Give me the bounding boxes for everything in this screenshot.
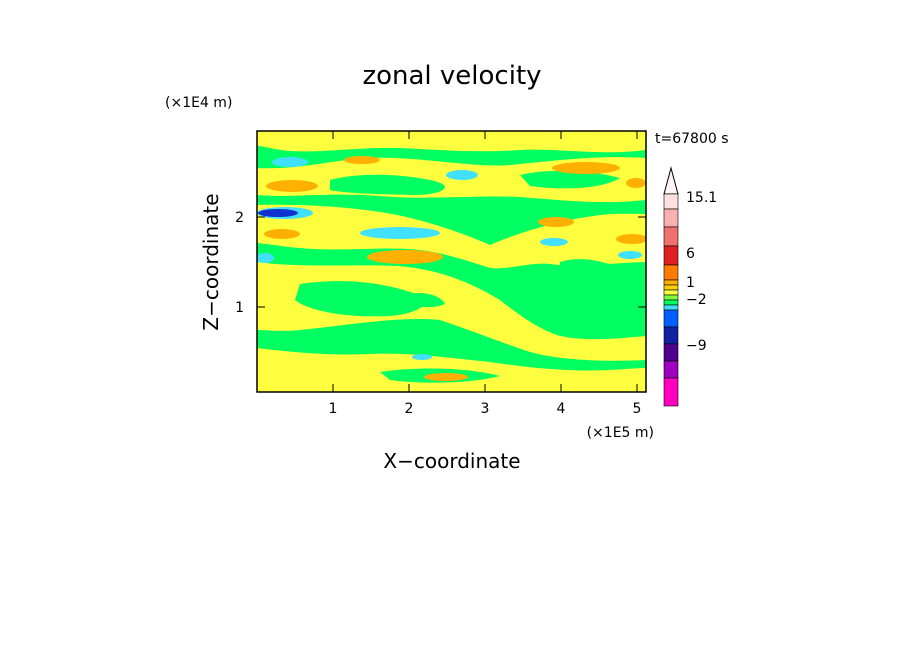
orange-blob-9 <box>626 178 646 188</box>
orange-blob-5 <box>264 229 300 239</box>
colorbar-segment <box>663 294 679 301</box>
colorbar-label-1: 1 <box>686 275 695 291</box>
x-tick-label-5: 5 <box>633 401 642 417</box>
blue-blob-1 <box>258 209 298 217</box>
cyan-blob-1 <box>272 157 308 167</box>
x-tick-label-3: 3 <box>481 401 490 417</box>
colorbar-segment <box>663 326 679 345</box>
yellow-band-top <box>257 131 646 153</box>
colorbar-label-minus-2: −2 <box>686 292 707 308</box>
x-tick-label-4: 4 <box>557 401 566 417</box>
y-axis-ticks <box>257 216 646 308</box>
cyan-blob-4 <box>540 238 568 246</box>
colorbar-segment <box>663 289 679 296</box>
orange-blob-8 <box>424 373 468 381</box>
orange-blob-4 <box>367 250 443 264</box>
cyan-blob-2 <box>360 227 440 239</box>
colorbar-segment <box>663 360 679 379</box>
orange-blob-7 <box>344 156 380 164</box>
y-tick-label-1: 1 <box>235 300 244 316</box>
orange-blob-6 <box>616 234 646 244</box>
colorbar-segment <box>663 377 679 407</box>
colorbar-segment <box>663 226 679 247</box>
green-island-g <box>400 293 445 308</box>
x-unit-label: (×1E5 m) <box>587 425 654 441</box>
x-axis-ticks <box>332 131 638 392</box>
green-island-a <box>330 174 445 196</box>
colorbar-label-15-1: 15.1 <box>686 190 717 206</box>
cyan-blob-3 <box>446 170 478 180</box>
time-label: t=67800 s <box>655 131 729 147</box>
orange-blob-1 <box>266 180 318 192</box>
cyan-blob-7 <box>412 354 432 360</box>
y-unit-label: (×1E4 m) <box>165 95 232 111</box>
y-tick-label-2: 2 <box>235 210 244 226</box>
green-island-b <box>520 170 620 189</box>
colorbar <box>663 166 679 407</box>
colorbar-label-6: 6 <box>686 246 695 262</box>
x-axis-label: X−coordinate <box>383 449 520 473</box>
colorbar-segment <box>663 208 679 228</box>
chart-title: zonal velocity <box>362 61 541 91</box>
orange-blob-3 <box>538 217 574 227</box>
colorbar-segment <box>663 304 679 311</box>
colorbar-segment <box>663 279 679 286</box>
green-island-d <box>480 223 502 236</box>
yellow-band-middle <box>257 204 646 269</box>
plot-frame <box>256 130 647 393</box>
colorbar-segment <box>663 284 679 291</box>
colorbar-segment <box>663 264 679 281</box>
contour-field <box>257 131 646 392</box>
x-tick-label-2: 2 <box>405 401 414 417</box>
y-axis-label: Z−coordinate <box>199 193 223 330</box>
orange-blob-2 <box>552 162 620 174</box>
colorbar-segment <box>663 309 679 328</box>
green-island-c <box>295 281 425 317</box>
colorbar-label-minus-9: −9 <box>686 338 707 354</box>
colorbar-overflow-arrow <box>663 166 679 195</box>
cyan-blob-6 <box>618 251 642 259</box>
cyan-blob-5 <box>257 253 274 263</box>
green-island-e <box>560 259 620 274</box>
colorbar-segment <box>663 193 679 210</box>
colorbar-segment <box>663 245 679 266</box>
colorbar-segment <box>663 299 679 306</box>
colorbar-segment <box>663 343 679 362</box>
x-tick-label-1: 1 <box>329 401 338 417</box>
